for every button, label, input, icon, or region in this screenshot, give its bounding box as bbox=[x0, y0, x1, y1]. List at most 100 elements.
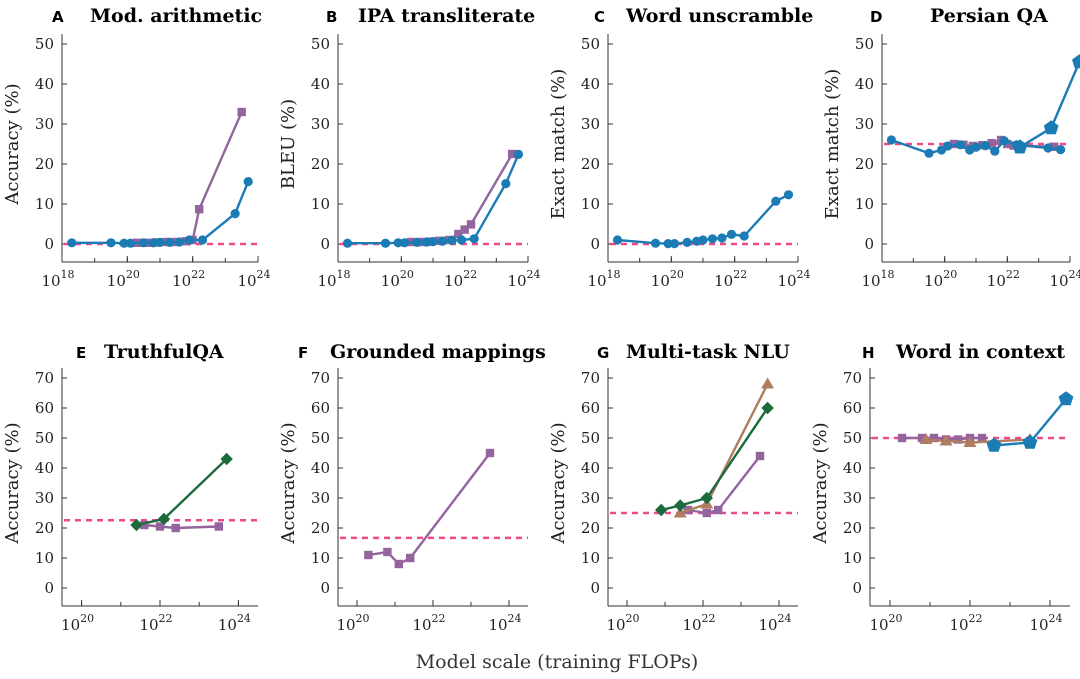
y-tick-label: 50 bbox=[35, 429, 54, 447]
y-tick-label: 50 bbox=[311, 35, 330, 53]
y-tick-label: 10 bbox=[855, 195, 874, 213]
y-axis-label: Exact match (%) bbox=[822, 69, 843, 220]
series-line-purple bbox=[687, 455, 761, 515]
y-tick-label: 0 bbox=[320, 235, 330, 253]
data-point-pentagon bbox=[1043, 120, 1059, 135]
data-point-purple bbox=[485, 448, 495, 458]
data-point-purple bbox=[949, 139, 959, 149]
data-point-green bbox=[157, 512, 171, 526]
data-point-purple bbox=[406, 553, 415, 563]
data-point-pentagon bbox=[1058, 391, 1074, 406]
x-tick-label: 1020 bbox=[336, 612, 369, 634]
series-line-blue bbox=[347, 153, 520, 245]
data-point-brown bbox=[939, 434, 953, 446]
figure-xlabel: Model scale (training FLOPs) bbox=[416, 651, 699, 673]
series-line-pentagon bbox=[1019, 61, 1080, 149]
y-tick-label: 0 bbox=[44, 235, 54, 253]
y-tick-label: 10 bbox=[311, 195, 330, 213]
data-point-purple bbox=[195, 205, 204, 214]
panel-letter: F bbox=[298, 344, 308, 362]
x-tick-label: 1024 bbox=[237, 268, 270, 290]
x-tick-label: 1018 bbox=[587, 268, 620, 290]
data-point-purple bbox=[714, 505, 723, 515]
data-point-purple bbox=[702, 508, 711, 518]
data-point-blue bbox=[990, 146, 1000, 156]
data-point-brown bbox=[761, 377, 775, 389]
panel-title: TruthfulQA bbox=[104, 341, 224, 363]
data-point-blue bbox=[184, 235, 194, 245]
x-tick-label: 1020 bbox=[651, 268, 684, 290]
y-tick-label: 20 bbox=[855, 155, 874, 173]
y-tick-label: 40 bbox=[843, 459, 862, 477]
data-point-blue bbox=[148, 238, 159, 248]
x-tick-label: 1024 bbox=[1049, 268, 1080, 290]
y-tick-label: 30 bbox=[581, 489, 600, 507]
panel-letter: A bbox=[52, 8, 64, 26]
y-tick-label: 30 bbox=[35, 115, 54, 133]
data-point-pentagon bbox=[1072, 54, 1080, 69]
y-tick-label: 30 bbox=[311, 115, 330, 133]
data-point-purple bbox=[155, 522, 165, 531]
x-tick-label: 1018 bbox=[317, 268, 350, 290]
y-tick-label: 0 bbox=[864, 235, 874, 253]
y-tick-label: 30 bbox=[311, 489, 330, 507]
y-tick-label: 20 bbox=[311, 155, 330, 173]
series-line-green bbox=[660, 407, 769, 512]
x-tick-label: 1020 bbox=[61, 612, 94, 634]
data-point-blue bbox=[126, 238, 136, 248]
y-axis-label: Accuracy (%) bbox=[2, 83, 23, 205]
data-point-blue bbox=[1043, 143, 1053, 153]
y-tick-label: 50 bbox=[581, 429, 600, 447]
y-tick-label: 70 bbox=[311, 369, 330, 387]
series-line-brown bbox=[679, 383, 769, 515]
series-line-brown bbox=[925, 438, 1031, 444]
y-tick-label: 40 bbox=[35, 75, 54, 93]
y-tick-label: 20 bbox=[35, 155, 54, 173]
data-point-green bbox=[700, 491, 713, 505]
data-point-blue bbox=[456, 235, 467, 245]
y-tick-label: 50 bbox=[855, 35, 874, 53]
data-point-blue bbox=[955, 140, 965, 150]
series-line-green bbox=[136, 458, 228, 527]
data-point-blue bbox=[155, 237, 165, 247]
y-tick-label: 30 bbox=[855, 115, 874, 133]
data-point-purple bbox=[214, 522, 223, 531]
y-tick-label: 0 bbox=[320, 579, 330, 597]
data-point-blue bbox=[175, 237, 185, 247]
data-point-purple bbox=[897, 433, 907, 443]
y-tick-label: 20 bbox=[581, 155, 600, 173]
y-axis-label: Accuracy (%) bbox=[548, 422, 569, 544]
x-tick-label: 1024 bbox=[488, 612, 521, 634]
y-tick-label: 50 bbox=[581, 35, 600, 53]
y-tick-label: 10 bbox=[35, 195, 54, 213]
data-point-pentagon bbox=[1022, 434, 1038, 449]
data-point-purple bbox=[1050, 142, 1059, 151]
data-point-blue bbox=[663, 239, 673, 249]
data-point-blue bbox=[726, 229, 737, 239]
y-axis-label: Accuracy (%) bbox=[2, 422, 23, 544]
series-line-purple bbox=[368, 452, 491, 566]
y-tick-label: 10 bbox=[35, 549, 54, 567]
x-tick-label: 1018 bbox=[861, 268, 894, 290]
data-point-green bbox=[761, 401, 774, 415]
data-point-blue bbox=[886, 135, 897, 145]
x-tick-label: 1022 bbox=[172, 268, 205, 290]
data-point-blue bbox=[771, 196, 781, 206]
data-point-blue bbox=[650, 238, 661, 248]
data-point-blue bbox=[612, 235, 623, 245]
y-tick-label: 70 bbox=[581, 369, 600, 387]
data-point-purple bbox=[364, 550, 373, 560]
x-tick-label: 1020 bbox=[107, 268, 140, 290]
x-tick-label: 1024 bbox=[218, 612, 251, 634]
data-point-blue bbox=[698, 235, 708, 245]
y-tick-label: 20 bbox=[311, 519, 330, 537]
data-point-blue bbox=[739, 231, 749, 241]
data-point-blue bbox=[197, 235, 208, 245]
panel-letter: E bbox=[76, 344, 86, 362]
data-point-blue bbox=[469, 234, 479, 244]
y-tick-label: 30 bbox=[35, 489, 54, 507]
